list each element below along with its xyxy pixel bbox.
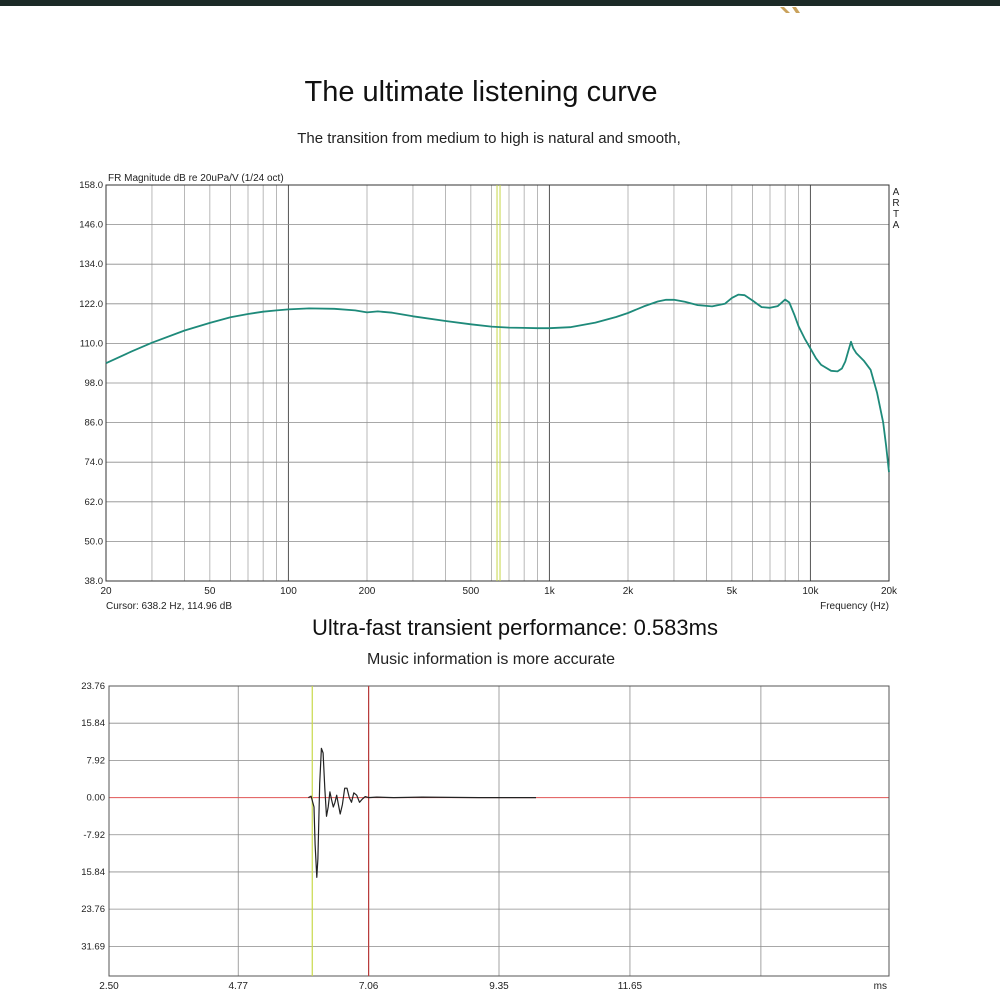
y-tick-label: 146.0 <box>79 220 103 231</box>
section-subtitle: Music information is more accurate <box>366 651 616 668</box>
chart-title: FR Magnitude dB re 20uPa/V (1/24 oct) <box>108 173 284 184</box>
page-subtitle: The transition from medium to high is na… <box>297 130 681 147</box>
side-label-char: T <box>893 209 899 220</box>
y-tick-label: 23.76 <box>81 904 105 915</box>
y-tick-label: 62.0 <box>85 497 104 508</box>
impulse-response-curve <box>308 747 536 878</box>
y-tick-label: 122.0 <box>79 299 103 310</box>
x-axis-label: ms <box>874 981 887 992</box>
x-tick-label: 20 <box>100 586 112 597</box>
x-tick-label: 200 <box>359 586 376 597</box>
frequency-response-curve <box>105 293 890 473</box>
x-tick-label: 11.65 <box>618 981 643 992</box>
frequency-response-chart: 158.0 146.0 134.0 122.0 110.0 98.0 86.0 74.0 62.… <box>79 173 900 612</box>
x-tick-label: 50 <box>204 586 216 597</box>
side-label-char: R <box>892 198 899 209</box>
y-tick-label: 38.0 <box>85 576 104 587</box>
top-banner-strip <box>0 0 1000 6</box>
y-tick-label: 98.0 <box>85 378 104 389</box>
x-tick-label: 20k <box>881 586 898 597</box>
y-tick-label: 50.0 <box>85 536 104 547</box>
vertical-grid <box>105 185 890 581</box>
x-tick-label: 1k <box>544 586 556 597</box>
y-tick-label: -7.92 <box>83 830 105 841</box>
x-axis-label: Frequency (Hz) <box>820 601 889 612</box>
x-tick-label: 5k <box>727 586 739 597</box>
y-tick-label: 110.0 <box>80 338 103 349</box>
page-title: The ultimate listening curve <box>304 76 658 108</box>
plot-frame <box>108 685 890 977</box>
y-tick-label: 23.76 <box>81 681 105 692</box>
x-tick-label: 7.06 <box>359 981 379 992</box>
y-tick-label: 86.0 <box>85 418 104 429</box>
x-tick-label: 100 <box>280 586 297 597</box>
logo-fragment <box>778 0 804 13</box>
x-tick-label: 2.50 <box>99 981 119 992</box>
y-tick-label: 15.84 <box>81 867 105 878</box>
x-tick-label: 9.35 <box>489 981 509 992</box>
y-tick-label: 15.84 <box>81 718 105 729</box>
side-label-char: A <box>893 220 900 231</box>
x-tick-label: 4.77 <box>229 981 249 992</box>
x-tick-label: 2k <box>623 586 635 597</box>
x-tick-label: 500 <box>463 586 480 597</box>
side-label-char: A <box>893 187 900 198</box>
x-tick-label: 10k <box>802 586 819 597</box>
y-tick-label: 0.00 <box>87 793 106 804</box>
y-tick-label: 74.0 <box>85 457 104 468</box>
cursor-readout: Cursor: 638.2 Hz, 114.96 dB <box>106 601 232 612</box>
y-tick-label: 158.0 <box>79 180 103 191</box>
y-tick-label: 31.69 <box>81 941 105 952</box>
section-title: Ultra-fast transient performance: 0.583m… <box>312 615 718 640</box>
y-tick-label: 7.92 <box>87 755 106 766</box>
horizontal-grid <box>109 685 889 947</box>
y-tick-label: 134.0 <box>79 259 103 270</box>
